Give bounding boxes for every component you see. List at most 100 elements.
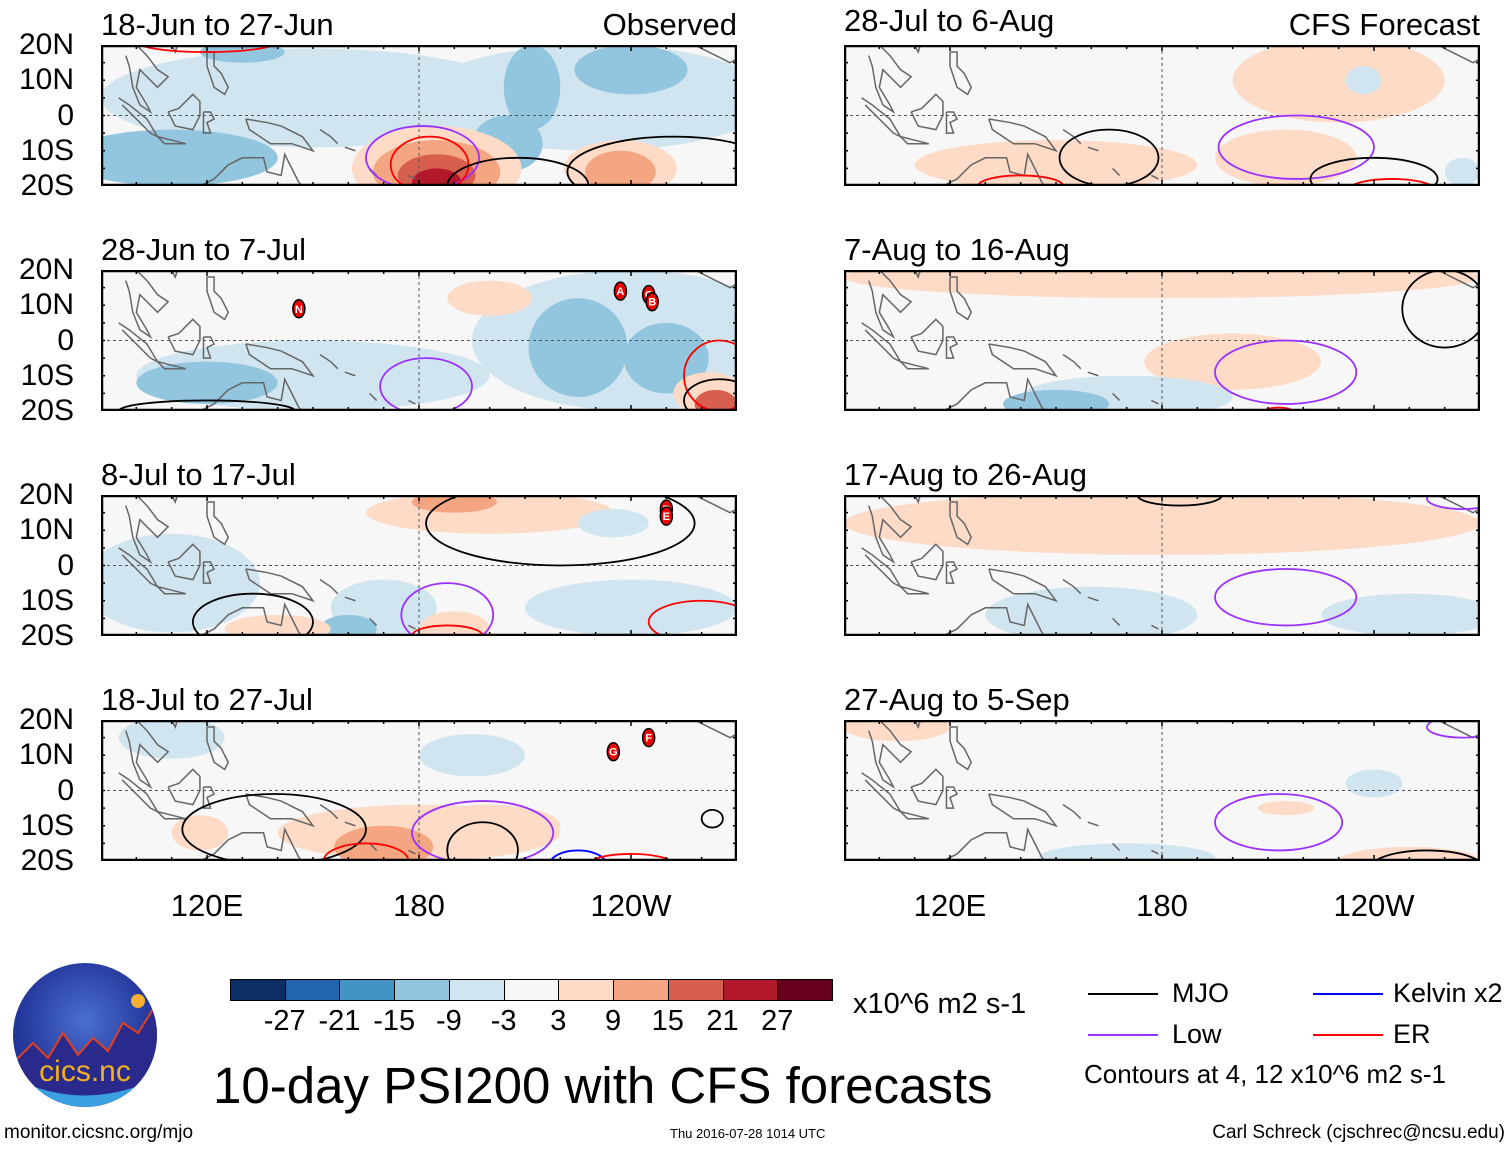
lat-label: 10N [18, 738, 74, 772]
anomaly-region [985, 586, 1198, 636]
colorbar-label: -21 [318, 1005, 361, 1037]
contour-low [1214, 568, 1358, 627]
contour-mjo [446, 156, 590, 186]
coastline [945, 111, 959, 134]
observed-header: Observed [602, 7, 737, 42]
colorbar-label: 27 [761, 1005, 794, 1037]
map-panel [844, 270, 1480, 411]
contour-mjo [700, 808, 724, 829]
colorbar-swatch [613, 979, 669, 1001]
contour-er [389, 135, 470, 186]
svg-text:G: G [609, 747, 618, 759]
anomaly-region [1144, 333, 1321, 390]
coastline [245, 343, 316, 378]
contour-er [647, 599, 737, 636]
panel-frame [101, 45, 737, 186]
anomaly-region [574, 45, 688, 95]
coastline [1087, 596, 1099, 602]
anomaly-region [585, 150, 656, 186]
anomaly-region [525, 579, 737, 636]
coastline [245, 568, 316, 603]
coastline [167, 768, 201, 806]
coastline [198, 601, 304, 636]
coastline [157, 585, 186, 595]
coastline [1062, 128, 1082, 145]
coastline [319, 803, 339, 820]
colorbar-swatch [777, 979, 833, 1001]
contour-mjo [446, 821, 519, 861]
coastline [206, 276, 230, 321]
lat-label: 20S [20, 619, 74, 652]
lat-label: 20N [18, 703, 74, 736]
coastline [945, 786, 959, 809]
coastline [319, 128, 339, 145]
coastline [988, 343, 1059, 378]
anomaly-region [1345, 66, 1382, 95]
colorbar-swatch [394, 979, 450, 1001]
anomaly-region [136, 361, 278, 404]
logo: cics.nc Cooperative Institute for Climat… [13, 963, 157, 1107]
map-panel: NACB [101, 270, 737, 411]
coastline [157, 135, 186, 145]
coastline [167, 93, 201, 131]
coastline [988, 568, 1059, 603]
footer-url: monitor.cicsnc.org/mjo [4, 1122, 194, 1143]
panel-frame [844, 720, 1480, 861]
coastline [245, 118, 316, 153]
legend-label-kelvin: Kelvin x2 [1393, 978, 1503, 1008]
colorbar-label: -15 [373, 1005, 416, 1037]
coastline [344, 596, 356, 602]
legend-line-mjo [1088, 993, 1158, 995]
coastline [941, 376, 1047, 411]
lat-label: 0 [57, 548, 74, 582]
anomaly-region [1345, 769, 1403, 798]
coastline [319, 353, 339, 370]
lon-label: 120W [590, 888, 672, 923]
lat-label: 0 [57, 773, 74, 807]
anomaly-region [503, 45, 561, 130]
lat-label: 10S [20, 583, 74, 617]
contour-er [1261, 406, 1296, 411]
coastline [206, 51, 230, 96]
panel-title: 18-Jun to 27-Jun [101, 7, 334, 42]
map-panel [844, 495, 1480, 636]
legend-label-low: Low [1172, 1019, 1222, 1049]
coastline [861, 322, 903, 364]
logo-text: cics.nc [39, 1055, 131, 1088]
lat-label: 20N [18, 253, 74, 286]
coastline [949, 726, 973, 771]
anomaly-region [1444, 157, 1480, 186]
contour-er [138, 45, 276, 53]
coastline [900, 135, 929, 145]
lat-label: 20S [20, 844, 74, 877]
lat-label: 20N [18, 28, 74, 61]
coastline [910, 543, 944, 581]
lat-label: 0 [57, 323, 74, 357]
storm-marker: N [292, 299, 306, 319]
lon-label: 120E [913, 888, 987, 923]
anomaly-region [1321, 593, 1480, 636]
contour-low [1217, 114, 1375, 180]
coastline [125, 270, 170, 340]
panel-frame [101, 495, 737, 636]
coastline [949, 501, 973, 546]
coastline [1087, 371, 1099, 377]
contour-low [411, 800, 555, 861]
contour-mjo [181, 793, 367, 861]
panel-title: 8-Jul to 17-Jul [101, 457, 296, 492]
colorbar-swatch [667, 979, 724, 1001]
map-panel: GF [101, 720, 737, 861]
coastline [167, 318, 201, 356]
coastline [202, 336, 216, 359]
panel-frame [844, 45, 1480, 186]
coastline [941, 826, 1047, 861]
anomaly-region [1003, 389, 1109, 411]
coastline [694, 45, 737, 64]
contour-mjo [1309, 156, 1439, 186]
coastline [949, 51, 973, 96]
coastline [1112, 842, 1121, 851]
panel-title: 28-Jul to 6-Aug [844, 3, 1055, 38]
svg-text:N: N [295, 304, 303, 316]
contour-low [365, 125, 480, 186]
coastline [988, 793, 1059, 828]
